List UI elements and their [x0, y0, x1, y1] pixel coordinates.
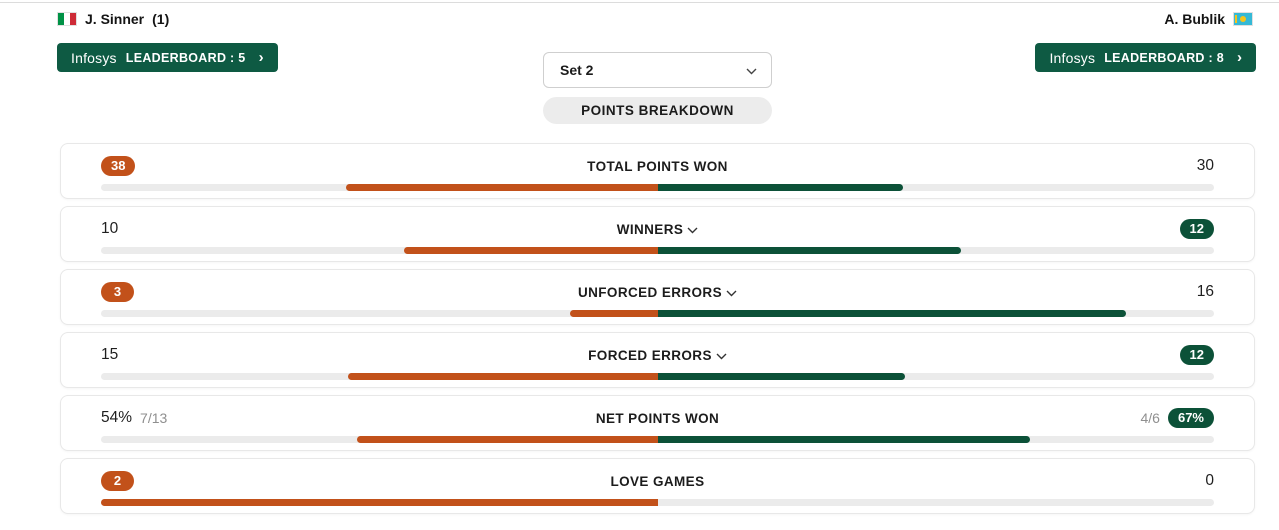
right-bar — [657, 310, 1127, 317]
stat-row-winners: WINNERS 10 12 — [60, 206, 1255, 262]
stat-label-expandable[interactable]: WINNERS — [61, 218, 1254, 240]
right-side-value: 12 — [1179, 345, 1214, 365]
right-side-value: 12 — [1179, 219, 1214, 239]
leaderboard-button-left[interactable]: Infosys LEADERBOARD : 5 › — [57, 43, 278, 72]
left-side-value: 2 — [101, 471, 134, 491]
kazakhstan-flag-icon — [1233, 12, 1253, 26]
right-value: 16 — [1196, 283, 1214, 300]
section-title-pill: POINTS BREAKDOWN — [543, 97, 772, 124]
set-selector-value: Set 2 — [560, 62, 594, 78]
stat-bar-track — [101, 184, 1214, 191]
set-selector-dropdown[interactable]: Set 2 — [543, 52, 772, 88]
player-left-seed: (1) — [152, 11, 170, 27]
stat-bar-track — [101, 373, 1214, 380]
stat-values: 54% 7/13 4/6 67% — [101, 407, 1214, 429]
right-bar — [657, 373, 905, 380]
stat-row-unforced-errors: UNFORCED ERRORS 3 16 — [60, 269, 1255, 325]
left-side-value: 3 — [101, 282, 134, 302]
player-right-name: A. Bublik — [1164, 11, 1225, 27]
stat-bar-track — [101, 247, 1214, 254]
right-value-badge: 12 — [1179, 219, 1214, 239]
left-value-detail: 7/13 — [140, 410, 168, 426]
chevron-right-icon: › — [1237, 49, 1242, 66]
right-value-badge: 67% — [1167, 408, 1214, 428]
right-value: 0 — [1205, 472, 1214, 489]
left-value: 10 — [101, 220, 119, 237]
top-divider — [0, 2, 1279, 3]
player-right: A. Bublik — [1164, 11, 1253, 27]
player-left-name: J. Sinner — [85, 11, 145, 27]
left-value-badge: 38 — [101, 156, 136, 176]
chevron-down-icon — [746, 68, 757, 74]
stat-bar-track — [101, 499, 1214, 506]
stat-label-expandable[interactable]: FORCED ERRORS — [61, 344, 1254, 366]
right-side-value: 0 — [1205, 472, 1214, 490]
left-side-value: 38 — [101, 156, 136, 176]
stat-label: NET POINTS WON — [595, 410, 720, 426]
stats-list: TOTAL POINTS WON 38 30 WINNERS — [60, 143, 1255, 514]
right-bar — [657, 436, 1031, 443]
stat-values: 3 16 — [101, 281, 1214, 303]
stat-values: 2 0 — [101, 470, 1214, 492]
chevron-right-icon: › — [258, 49, 264, 66]
right-value-badge: 12 — [1179, 345, 1214, 365]
stat-row-net-points-won: NET POINTS WON 54% 7/13 4/6 67% — [60, 395, 1255, 451]
leaderboard-left-label: LEADERBOARD : 5 — [125, 50, 246, 65]
infosys-logo: Infosys — [71, 49, 117, 66]
player-header: J. Sinner (1) A. Bublik — [57, 11, 1253, 27]
stat-values: 15 12 — [101, 344, 1214, 366]
stat-label: TOTAL POINTS WON — [587, 158, 728, 174]
right-bar — [657, 184, 903, 191]
right-side-value: 4/6 67% — [1140, 408, 1214, 428]
stat-values: 10 12 — [101, 218, 1214, 240]
left-bar — [357, 436, 658, 443]
right-value: 30 — [1196, 157, 1214, 174]
stat-bar-track — [101, 436, 1214, 443]
stat-row-love-games: LOVE GAMES 2 0 — [60, 458, 1255, 514]
right-value-detail: 4/6 — [1140, 410, 1160, 426]
stat-values: 38 30 — [101, 155, 1214, 177]
stat-label: LOVE GAMES — [610, 473, 705, 489]
right-side-value: 30 — [1197, 157, 1214, 175]
left-bar — [569, 310, 658, 317]
chevron-down-icon — [716, 353, 727, 359]
left-bar — [101, 499, 658, 506]
leaderboard-button-right[interactable]: Infosys LEADERBOARD : 8 › — [1035, 43, 1256, 72]
chevron-down-icon — [726, 290, 737, 296]
chevron-down-icon — [687, 227, 698, 233]
leaderboard-right-label: LEADERBOARD : 8 — [1104, 50, 1224, 65]
stat-bar-track — [101, 310, 1214, 317]
left-value: 15 — [101, 346, 119, 363]
left-side-value: 15 — [101, 346, 118, 364]
stat-label-expandable[interactable]: UNFORCED ERRORS — [61, 281, 1254, 303]
infosys-logo: Infosys — [1049, 49, 1096, 66]
left-bar — [346, 184, 658, 191]
left-side-value: 10 — [101, 220, 118, 238]
left-side-value: 54% 7/13 — [101, 409, 167, 427]
left-bar — [348, 373, 658, 380]
left-value: 54% — [101, 409, 133, 426]
left-value-badge: 3 — [101, 282, 134, 302]
player-left: J. Sinner (1) — [57, 11, 169, 27]
stat-row-forced-errors: FORCED ERRORS 15 12 — [60, 332, 1255, 388]
right-side-value: 16 — [1197, 283, 1214, 301]
left-value-badge: 2 — [101, 471, 134, 491]
stat-row-total-points-won: TOTAL POINTS WON 38 30 — [60, 143, 1255, 199]
right-bar — [657, 247, 961, 254]
left-bar — [404, 247, 658, 254]
italy-flag-icon — [57, 12, 77, 26]
